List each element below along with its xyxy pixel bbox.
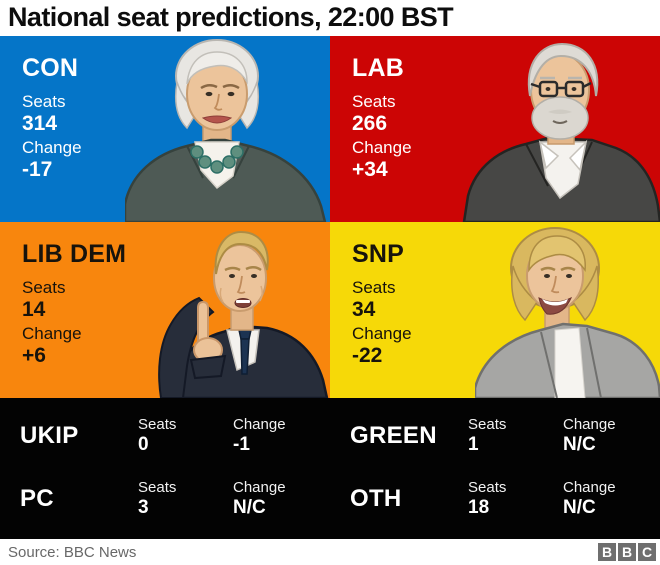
pc-change-value: N/C <box>233 497 266 519</box>
libdem-seats-label: Seats <box>22 278 66 297</box>
quadrant-snp: SNP Seats 34 Change -22 <box>330 222 660 398</box>
libdem-change-value: +6 <box>22 344 46 367</box>
bbc-logo-block-b2: B <box>618 543 636 561</box>
ukip-change-value: -1 <box>233 433 250 455</box>
footer: Source: BBC News B B C <box>0 539 660 565</box>
ukip-change-label: Change <box>233 415 286 433</box>
snp-seats-label: Seats <box>352 278 396 297</box>
pc-seats-label: Seats <box>138 479 177 497</box>
snp-stats: SNP Seats 34 Change -22 <box>352 240 412 368</box>
pc-change-label: Change <box>233 479 286 497</box>
quadrant-libdem: LIB DEM Seats 14 Change +6 <box>0 222 330 398</box>
green-seats-label: Seats <box>468 415 507 433</box>
libdem-party-name: LIB DEM <box>22 240 127 268</box>
oth-change-label: Change <box>563 479 616 497</box>
green-seats-value: 1 <box>468 433 479 455</box>
ukip-party-name: UKIP <box>20 421 79 449</box>
source-credit: Source: BBC News <box>8 544 137 561</box>
bbc-logo-block-b1: B <box>598 543 616 561</box>
pc-party-name: PC <box>20 485 54 513</box>
ukip-seats-label: Seats <box>138 415 177 433</box>
oth-party-name: OTH <box>350 485 402 513</box>
oth-seats-label: Seats <box>468 479 507 497</box>
con-seats-value: 314 <box>22 112 58 135</box>
tim-farron-portrait <box>158 230 329 398</box>
lab-stats: LAB Seats 266 Change +34 <box>352 54 412 182</box>
quadrant-con: CON Seats 314 Change -17 <box>0 36 330 222</box>
green-change-label: Change <box>563 415 616 433</box>
libdem-change-label: Change <box>22 324 82 343</box>
bbc-logo: B B C <box>598 543 656 561</box>
jeremy-corbyn-portrait <box>462 42 660 222</box>
oth-change-value: N/C <box>563 497 596 519</box>
ukip-seats-value: 0 <box>138 433 149 455</box>
libdem-seats-value: 14 <box>22 298 46 321</box>
con-stats: CON Seats 314 Change -17 <box>22 54 82 182</box>
pc-seats-value: 3 <box>138 497 149 519</box>
con-change-value: -17 <box>22 158 53 181</box>
green-party-name: GREEN <box>350 421 437 449</box>
bbc-logo-block-c: C <box>638 543 656 561</box>
con-change-label: Change <box>22 138 82 157</box>
snp-change-label: Change <box>352 324 412 343</box>
minor-row-ukip: UKIP Seats 0 Change -1 <box>0 404 330 468</box>
lab-change-label: Change <box>352 138 412 157</box>
title-bar: National seat predictions, 22:00 BST <box>0 0 660 36</box>
snp-seats-value: 34 <box>352 298 376 321</box>
lab-seats-label: Seats <box>352 92 396 111</box>
minor-row-pc: PC Seats 3 Change N/C <box>0 468 330 532</box>
oth-seats-value: 18 <box>468 497 490 519</box>
minor-party-section: UKIP Seats 0 Change -1 GREEN Seats 1 Cha… <box>0 398 660 539</box>
lab-change-value: +34 <box>352 158 388 181</box>
lab-party-name: LAB <box>352 54 404 82</box>
con-party-name: CON <box>22 54 79 82</box>
main-party-grid: CON Seats 314 Change -17 <box>0 36 660 398</box>
snp-party-name: SNP <box>352 240 405 268</box>
green-change-value: N/C <box>563 433 596 455</box>
minor-row-oth: OTH Seats 18 Change N/C <box>330 468 660 532</box>
nicola-sturgeon-portrait <box>475 227 660 398</box>
theresa-may-portrait <box>125 39 327 222</box>
snp-change-value: -22 <box>352 344 383 367</box>
minor-row-green: GREEN Seats 1 Change N/C <box>330 404 660 468</box>
lab-seats-value: 266 <box>352 112 388 135</box>
con-seats-label: Seats <box>22 92 66 111</box>
libdem-stats: LIB DEM Seats 14 Change +6 <box>22 240 126 368</box>
page-title: National seat predictions, 22:00 BST <box>8 2 454 32</box>
quadrant-lab: LAB Seats 266 Change +34 <box>330 36 660 222</box>
